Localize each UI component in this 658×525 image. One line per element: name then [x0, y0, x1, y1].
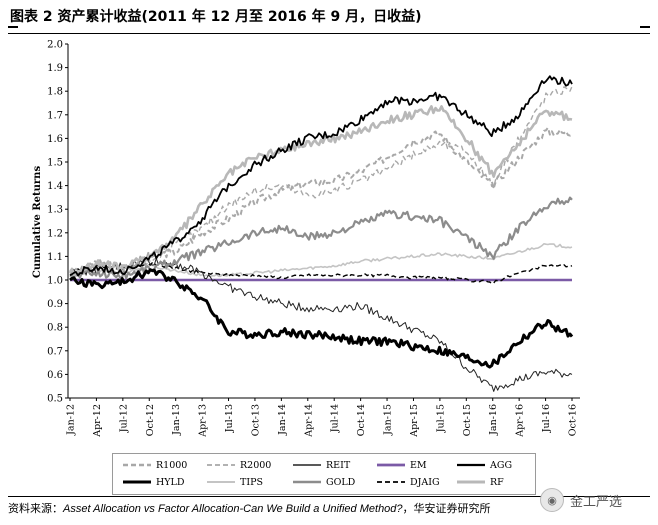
- watermark-text: 金工严选: [570, 494, 623, 510]
- y-tick-label: 1.4: [47, 181, 63, 192]
- x-tick-label: Oct-15: [462, 404, 473, 436]
- x-tick-label: Apr-14: [303, 404, 314, 438]
- y-tick-label: 1.5: [47, 158, 63, 169]
- legend-label: TIPS: [240, 476, 263, 488]
- chart-title: 图表 2 资产累计收益(2011 年 12 月至 2016 年 9 月，日收益): [10, 9, 422, 25]
- title-divider: [8, 33, 650, 34]
- y-tick-label: 1.9: [47, 63, 63, 74]
- legend-swatch: [123, 480, 151, 484]
- y-axis: 0.5 0.6 0.7 0.8 0.9 1.0 1.1 1.2 1.3 1.4 1.5 1.6 1.7 1…: [47, 40, 68, 405]
- legend-item-djaig: DJAIG: [377, 475, 440, 489]
- y-tick-label: 1.8: [47, 87, 63, 98]
- chart-legend: R1000 R2000 REIT EM AGG HYLD TIPS GOLD DJAIG RF: [112, 453, 536, 495]
- legend-label: REIT: [326, 459, 351, 471]
- source-note: 资料来源：Asset Allocation vs Factor Allocati…: [8, 500, 491, 516]
- legend-item-r1000: R1000: [123, 458, 187, 472]
- legend-label: AGG: [490, 459, 513, 471]
- watermark: ◉ 金工严选: [540, 488, 622, 512]
- y-tick-label: 1.3: [47, 205, 63, 216]
- legend-label: R1000: [156, 459, 188, 471]
- x-axis: Jan-12 Apr-12 Jul-12 Oct-12 Jan-13 Apr-13 Jul-…: [66, 398, 579, 438]
- legend-swatch: [377, 481, 405, 483]
- legend-label: R2000: [240, 459, 272, 471]
- x-tick-label: Apr-13: [198, 404, 209, 438]
- x-tick-label: Apr-12: [92, 404, 103, 438]
- series-line-agg: [69, 75, 573, 277]
- series-line-r1000: [69, 126, 573, 279]
- legend-swatch: [293, 480, 321, 484]
- y-tick-label: 0.7: [47, 346, 63, 357]
- y-tick-label: 1.2: [47, 228, 63, 239]
- plot-frame: [67, 44, 580, 399]
- legend-swatch: [457, 463, 485, 467]
- x-tick-label: Oct-13: [250, 404, 261, 436]
- legend-item-em: EM: [377, 458, 427, 472]
- y-tick-label: 0.9: [47, 299, 63, 310]
- legend-item-agg: AGG: [457, 458, 512, 472]
- x-tick-label: Jan-16: [488, 404, 499, 436]
- y-tick-label: 0.8: [47, 323, 63, 334]
- legend-item-gold: GOLD: [293, 475, 355, 489]
- y-tick-label: 1.6: [47, 134, 63, 145]
- legend-item-hyld: HYLD: [123, 475, 184, 489]
- legend-swatch: [207, 464, 235, 466]
- x-tick-label: Jul-16: [541, 404, 552, 433]
- legend-label: DJAIG: [410, 476, 440, 488]
- x-tick-label: Apr-16: [515, 404, 526, 438]
- source-divider: [8, 496, 650, 497]
- x-tick-label: Jul-14: [330, 404, 341, 433]
- y-tick-label: 0.5: [47, 394, 63, 405]
- legend-label: HYLD: [156, 476, 185, 488]
- y-tick-label: 1.0: [47, 276, 63, 287]
- corner-mark-right: [640, 26, 650, 28]
- x-tick-label: Jan-15: [383, 404, 394, 436]
- series-line-tips: [69, 243, 573, 278]
- legend-item-reit: REIT: [293, 458, 350, 472]
- wechat-icon: ◉: [540, 488, 564, 512]
- x-tick-label: Jan-13: [171, 404, 182, 436]
- x-tick-label: Oct-16: [568, 404, 579, 436]
- legend-swatch: [123, 463, 151, 467]
- y-tick-label: 0.6: [47, 370, 63, 381]
- x-tick-label: Oct-12: [145, 404, 156, 436]
- legend-item-r2000: R2000: [207, 458, 271, 472]
- series-line-reit: [69, 257, 573, 392]
- y-axis-label: Cumulative Returns: [32, 166, 43, 279]
- x-tick-label: Jul-13: [224, 404, 235, 433]
- series-line-djaig: [69, 262, 573, 285]
- x-tick-label: Oct-14: [356, 404, 367, 436]
- line-chart: 0.5 0.6 0.7 0.8 0.9 1.0 1.1 1.2 1.3 1.4 1.5 1.6 1.7 1…: [32, 40, 580, 438]
- legend-item-rf: RF: [457, 475, 504, 489]
- x-tick-label: Jan-14: [277, 404, 288, 436]
- series-line-hyld: [69, 268, 574, 369]
- source-reference: Asset Allocation vs Factor Allocation-Ca…: [63, 503, 403, 515]
- series-layer: [68, 75, 574, 392]
- legend-swatch: [293, 464, 321, 466]
- corner-mark-left: [8, 26, 18, 28]
- legend-label: RF: [490, 476, 504, 488]
- legend-swatch: [457, 480, 485, 484]
- y-tick-label: 1.7: [47, 110, 63, 121]
- legend-item-tips: TIPS: [207, 475, 263, 489]
- x-tick-label: Apr-15: [409, 404, 420, 438]
- y-tick-label: 2.0: [47, 40, 63, 51]
- x-tick-label: Jan-12: [66, 404, 77, 436]
- x-tick-label: Jul-12: [118, 404, 129, 433]
- legend-label: GOLD: [326, 476, 356, 488]
- y-tick-label: 1.1: [47, 252, 63, 263]
- x-tick-label: Jul-15: [435, 404, 446, 433]
- source-publisher: ，华安证券研究所: [402, 502, 491, 515]
- source-label: 资料来源：: [8, 502, 63, 515]
- legend-swatch: [207, 481, 235, 483]
- legend-swatch: [377, 463, 405, 467]
- legend-label: EM: [410, 459, 427, 471]
